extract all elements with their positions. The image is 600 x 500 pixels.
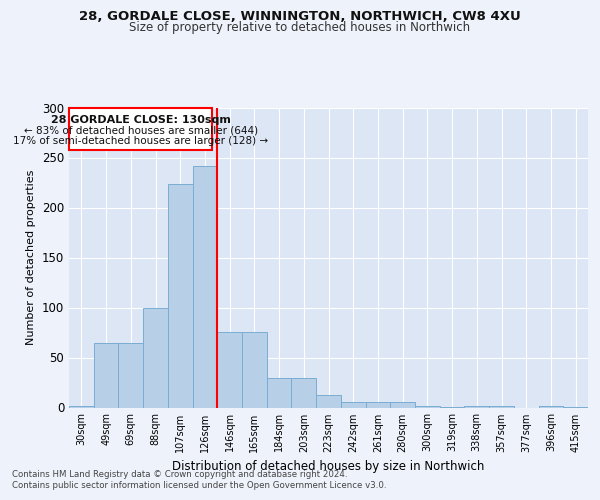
Bar [193,166,217,408]
Bar [267,378,292,408]
Bar [365,402,390,407]
Bar [217,332,242,407]
Bar [563,406,588,408]
Bar [539,406,563,407]
Y-axis label: Number of detached properties: Number of detached properties [26,170,37,345]
Bar [242,332,267,407]
Text: 28 GORDALE CLOSE: 130sqm: 28 GORDALE CLOSE: 130sqm [51,114,231,124]
Bar [69,406,94,407]
Text: Size of property relative to detached houses in Northwich: Size of property relative to detached ho… [130,21,470,34]
Text: 28, GORDALE CLOSE, WINNINGTON, NORTHWICH, CW8 4XU: 28, GORDALE CLOSE, WINNINGTON, NORTHWICH… [79,10,521,23]
Bar [440,406,464,408]
Bar [143,308,168,408]
Bar [316,394,341,407]
Bar [118,342,143,407]
Bar [489,406,514,407]
Bar [292,378,316,408]
Bar [70,108,212,150]
Bar [415,406,440,407]
Bar [168,184,193,408]
Text: ← 83% of detached houses are smaller (644): ← 83% of detached houses are smaller (64… [24,126,258,136]
Bar [94,342,118,407]
Text: Contains HM Land Registry data © Crown copyright and database right 2024.: Contains HM Land Registry data © Crown c… [12,470,347,479]
Bar [341,402,365,407]
Text: 17% of semi-detached houses are larger (128) →: 17% of semi-detached houses are larger (… [13,136,268,145]
X-axis label: Distribution of detached houses by size in Northwich: Distribution of detached houses by size … [172,460,485,473]
Bar [464,406,489,407]
Bar [390,402,415,407]
Text: Contains public sector information licensed under the Open Government Licence v3: Contains public sector information licen… [12,481,386,490]
